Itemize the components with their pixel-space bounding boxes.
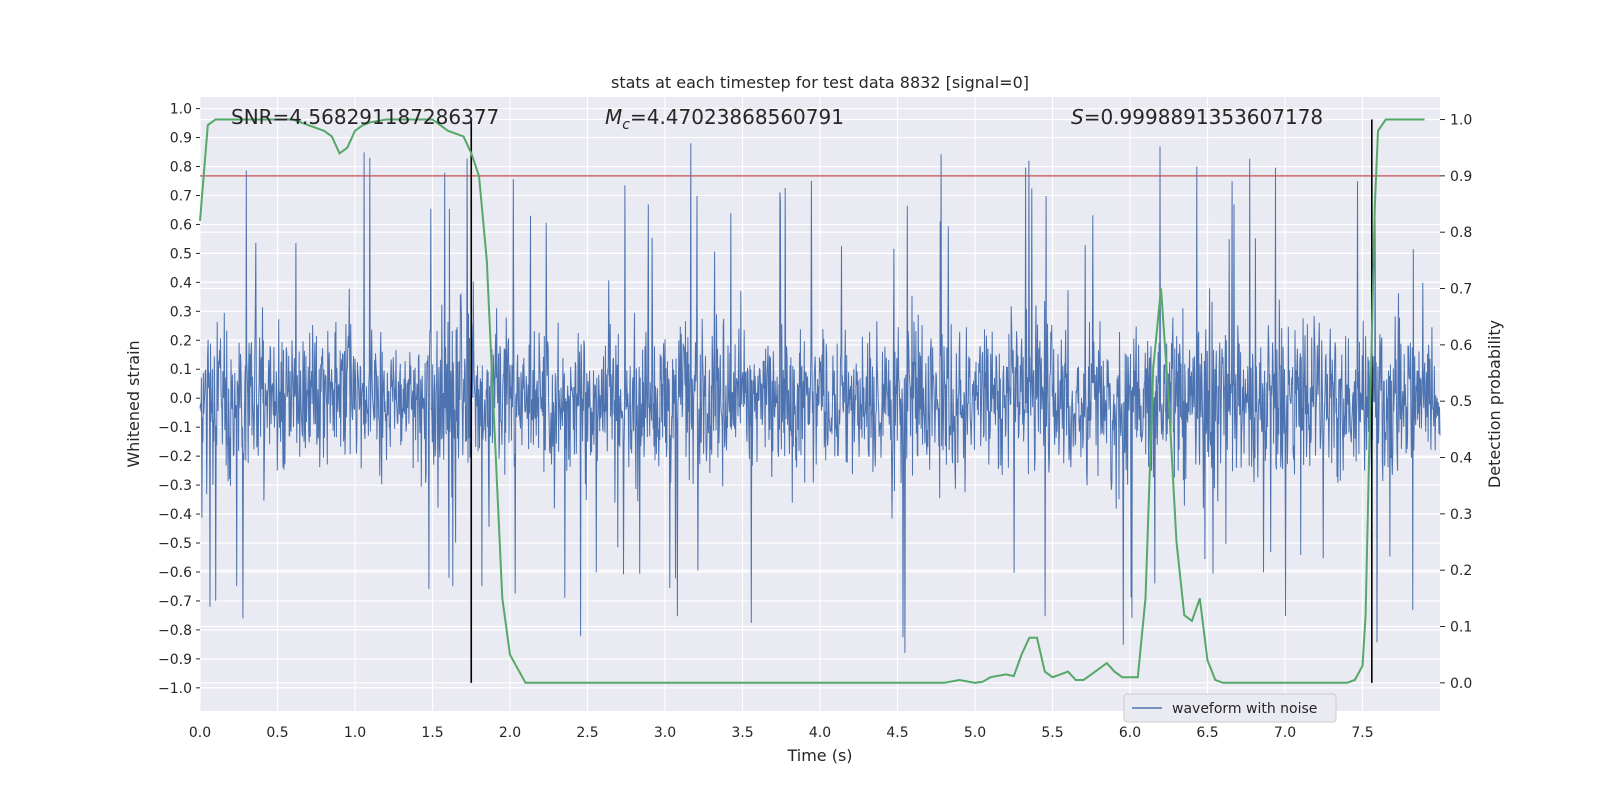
left-y-tick-label-18: −0.8	[158, 623, 192, 639]
left-y-tick-label-11: −0.1	[158, 420, 192, 436]
left-y-tick-label-19: −0.9	[158, 652, 192, 668]
left-y-tick-label-4: 0.6	[170, 217, 192, 233]
left-y-tick-label-17: −0.7	[158, 594, 192, 610]
right-y-tick-label-0: 1.0	[1450, 113, 1472, 129]
left-y-axis-label: Whitened strain	[124, 340, 143, 467]
chart-title: stats at each timestep for test data 883…	[611, 73, 1029, 92]
chirp-mass-annotation: Mc=4.47023868560791	[605, 105, 844, 133]
right-y-tick-label-7: 0.3	[1450, 507, 1472, 523]
right-y-tick-label-2: 0.8	[1450, 225, 1472, 241]
chirp-mass-symbol: M	[605, 105, 622, 129]
x-tick-label-11: 5.5	[1041, 725, 1063, 741]
left-y-tick-label-9: 0.1	[170, 362, 192, 378]
left-y-tick-label-14: −0.4	[158, 507, 192, 523]
s-annotation: S=0.9998891353607178	[1071, 105, 1323, 129]
chirp-mass-value: =4.47023868560791	[630, 105, 844, 129]
x-tick-label-2: 1.0	[344, 725, 366, 741]
right-y-tick-label-6: 0.4	[1450, 451, 1472, 467]
x-tick-label-1: 0.5	[266, 725, 288, 741]
left-y-tick-label-8: 0.2	[170, 333, 192, 349]
left-y-tick-label-16: −0.6	[158, 565, 192, 581]
left-y-tick-label-10: 0.0	[170, 391, 192, 407]
right-y-tick-label-8: 0.2	[1450, 563, 1472, 579]
s-value: =0.9998891353607178	[1084, 105, 1323, 129]
right-y-tick-label-10: 0.0	[1450, 676, 1472, 692]
legend: waveform with noise	[1123, 693, 1337, 723]
left-y-tick-label-20: −1.0	[158, 681, 192, 697]
left-y-tick-label-6: 0.4	[170, 275, 192, 291]
x-axis-ticks: 0.0 0.5 1.0 1.5 2.0 2.5 3.0 3.5 4.0 4.5 5.0 5.5 6.0 6…	[189, 725, 1374, 741]
x-tick-label-6: 3.0	[654, 725, 676, 741]
x-tick-label-3: 1.5	[421, 725, 443, 741]
left-y-tick-label-12: −0.2	[158, 449, 192, 465]
right-y-tick-label-5: 0.5	[1450, 394, 1472, 410]
left-y-tick-label-15: −0.5	[158, 536, 192, 552]
x-tick-label-5: 2.5	[576, 725, 598, 741]
left-y-tick-label-0: 1.0	[170, 102, 192, 118]
waveform-line	[199, 143, 1441, 654]
x-tick-label-9: 4.5	[886, 725, 908, 741]
left-y-tick-label-5: 0.5	[170, 246, 192, 262]
right-y-tick-label-9: 0.1	[1450, 620, 1472, 636]
snr-annotation: SNR=4.568291187286377	[231, 105, 499, 129]
right-y-tick-label-1: 0.9	[1450, 169, 1472, 185]
right-y-axis-label: Detection probability	[1485, 320, 1504, 488]
x-tick-label-0: 0.0	[189, 725, 211, 741]
x-tick-label-13: 6.5	[1196, 725, 1218, 741]
right-y-axis-ticks: 1.0 0.9 0.8 0.7 0.6 0.5 0.4 0.3 0.2 0.1 0.0	[1440, 113, 1472, 692]
left-y-tick-label-13: −0.3	[158, 478, 192, 494]
waveform-series	[199, 143, 1441, 654]
left-y-axis-ticks: 1.0 0.9 0.8 0.7 0.6 0.5 0.4 0.3 0.2 0.1 0.0 −0.1 −0.…	[158, 102, 200, 697]
legend-label: waveform with noise	[1172, 701, 1317, 717]
s-symbol: S	[1071, 105, 1084, 129]
right-y-tick-label-3: 0.7	[1450, 282, 1472, 298]
x-tick-label-14: 7.0	[1274, 725, 1296, 741]
left-y-tick-label-7: 0.3	[170, 304, 192, 320]
left-y-tick-label-3: 0.7	[170, 188, 192, 204]
x-axis-label: Time (s)	[786, 746, 852, 765]
x-tick-label-8: 4.0	[809, 725, 831, 741]
chirp-mass-subscript: c	[622, 117, 630, 133]
x-tick-label-15: 7.5	[1351, 725, 1373, 741]
detection-probability-line	[199, 118, 1425, 684]
x-tick-label-4: 2.0	[499, 725, 521, 741]
left-y-tick-label-2: 0.8	[170, 160, 192, 176]
right-y-tick-label-4: 0.6	[1450, 338, 1472, 354]
x-tick-label-12: 6.0	[1119, 725, 1141, 741]
x-tick-label-10: 5.0	[964, 725, 986, 741]
left-y-tick-label-1: 0.9	[170, 131, 192, 147]
x-tick-label-7: 3.5	[731, 725, 753, 741]
legend-box	[1123, 693, 1337, 723]
